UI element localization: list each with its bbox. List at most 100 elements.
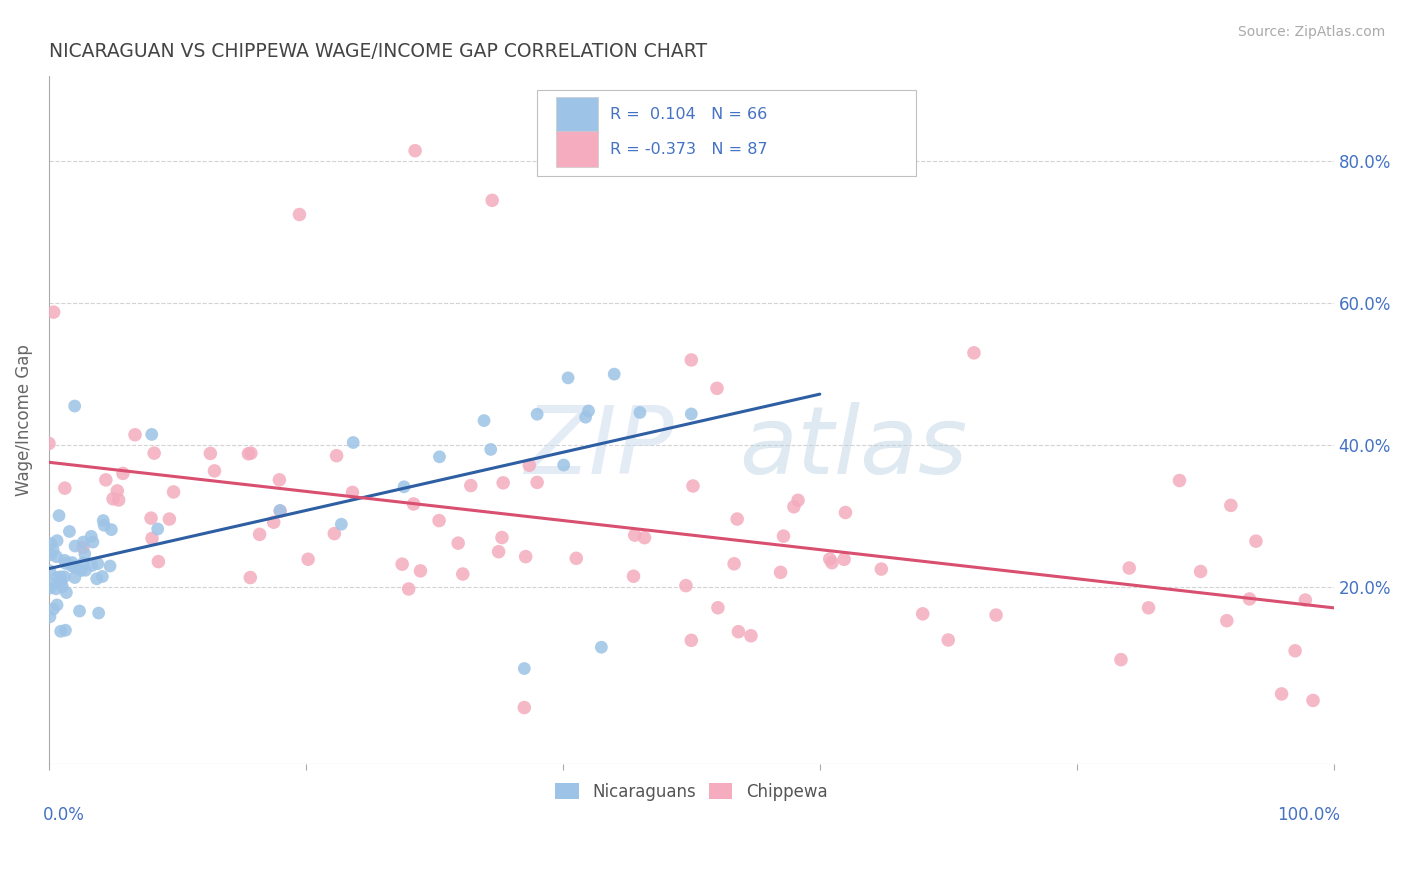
Point <box>107 493 129 508</box>
Point <box>53 553 76 567</box>
Point <box>707 600 730 615</box>
Point <box>481 194 503 208</box>
Point <box>238 447 260 461</box>
Point <box>479 442 502 457</box>
Point <box>124 427 146 442</box>
Point <box>60 556 83 570</box>
Point <box>1294 593 1316 607</box>
Point <box>139 511 162 525</box>
Point <box>53 570 76 584</box>
Point <box>297 552 319 566</box>
Point <box>723 557 745 571</box>
Point <box>239 446 262 460</box>
Y-axis label: Wage/Income Gap: Wage/Income Gap <box>15 344 32 496</box>
Point <box>70 564 93 578</box>
Point <box>42 602 65 616</box>
Point <box>46 533 69 548</box>
Point <box>1219 499 1241 513</box>
Point <box>342 435 364 450</box>
Point <box>143 446 166 460</box>
Point <box>269 504 291 518</box>
Point <box>984 608 1007 623</box>
Point <box>49 575 72 590</box>
Point <box>39 536 62 550</box>
Point <box>55 585 77 599</box>
Point <box>492 475 515 490</box>
Point <box>1168 474 1191 488</box>
Point <box>148 555 170 569</box>
Point <box>783 500 806 514</box>
Point <box>72 535 94 549</box>
Point <box>49 624 72 639</box>
Text: 0.0%: 0.0% <box>42 805 84 823</box>
Point <box>100 523 122 537</box>
Text: ZIP: ZIP <box>524 402 673 493</box>
Point <box>1244 534 1267 549</box>
Point <box>1284 644 1306 658</box>
Point <box>427 514 450 528</box>
Point <box>1118 561 1140 575</box>
Point <box>73 547 96 561</box>
FancyBboxPatch shape <box>537 90 917 176</box>
Point <box>204 464 226 478</box>
Point <box>157 512 180 526</box>
Point <box>51 580 73 594</box>
Point <box>623 569 645 583</box>
Point <box>832 552 855 566</box>
Point <box>623 528 645 542</box>
Point <box>46 598 69 612</box>
Text: R =  0.104   N = 66: R = 0.104 N = 66 <box>610 107 768 122</box>
Point <box>963 346 986 360</box>
Point <box>91 569 114 583</box>
Point <box>141 427 163 442</box>
Point <box>141 532 163 546</box>
Point <box>72 541 94 555</box>
Point <box>63 570 86 584</box>
Point <box>936 632 959 647</box>
Point <box>82 535 104 549</box>
Point <box>633 531 655 545</box>
Point <box>45 549 67 564</box>
Point <box>591 640 613 655</box>
Point <box>429 450 451 464</box>
Point <box>911 607 934 621</box>
Point <box>98 559 121 574</box>
Point <box>769 566 792 580</box>
Point <box>447 536 470 550</box>
Point <box>451 567 474 582</box>
Point <box>269 503 291 517</box>
Point <box>69 604 91 618</box>
Text: R = -0.373   N = 87: R = -0.373 N = 87 <box>610 142 768 157</box>
Point <box>491 531 513 545</box>
Point <box>63 539 86 553</box>
Point <box>391 557 413 571</box>
Point <box>675 579 697 593</box>
FancyBboxPatch shape <box>557 97 598 133</box>
Text: atlas: atlas <box>738 402 967 493</box>
Point <box>49 570 72 584</box>
Point <box>288 208 311 222</box>
Point <box>787 493 810 508</box>
Point <box>42 543 65 558</box>
Point <box>200 446 222 460</box>
Point <box>101 491 124 506</box>
Point <box>460 478 482 492</box>
Point <box>80 529 103 543</box>
Point <box>682 479 704 493</box>
Point <box>55 557 77 571</box>
Point <box>111 467 134 481</box>
Point <box>39 548 62 562</box>
Point <box>42 305 65 319</box>
Point <box>513 661 536 675</box>
Point <box>1137 600 1160 615</box>
Point <box>72 556 94 570</box>
Text: 100.0%: 100.0% <box>1277 805 1340 823</box>
Point <box>1271 687 1294 701</box>
Point <box>53 481 76 495</box>
Point <box>91 514 114 528</box>
Point <box>603 367 626 381</box>
Point <box>105 483 128 498</box>
Text: NICARAGUAN VS CHIPPEWA WAGE/INCOME GAP CORRELATION CHART: NICARAGUAN VS CHIPPEWA WAGE/INCOME GAP C… <box>49 42 707 61</box>
Point <box>513 700 536 714</box>
Point <box>323 526 346 541</box>
